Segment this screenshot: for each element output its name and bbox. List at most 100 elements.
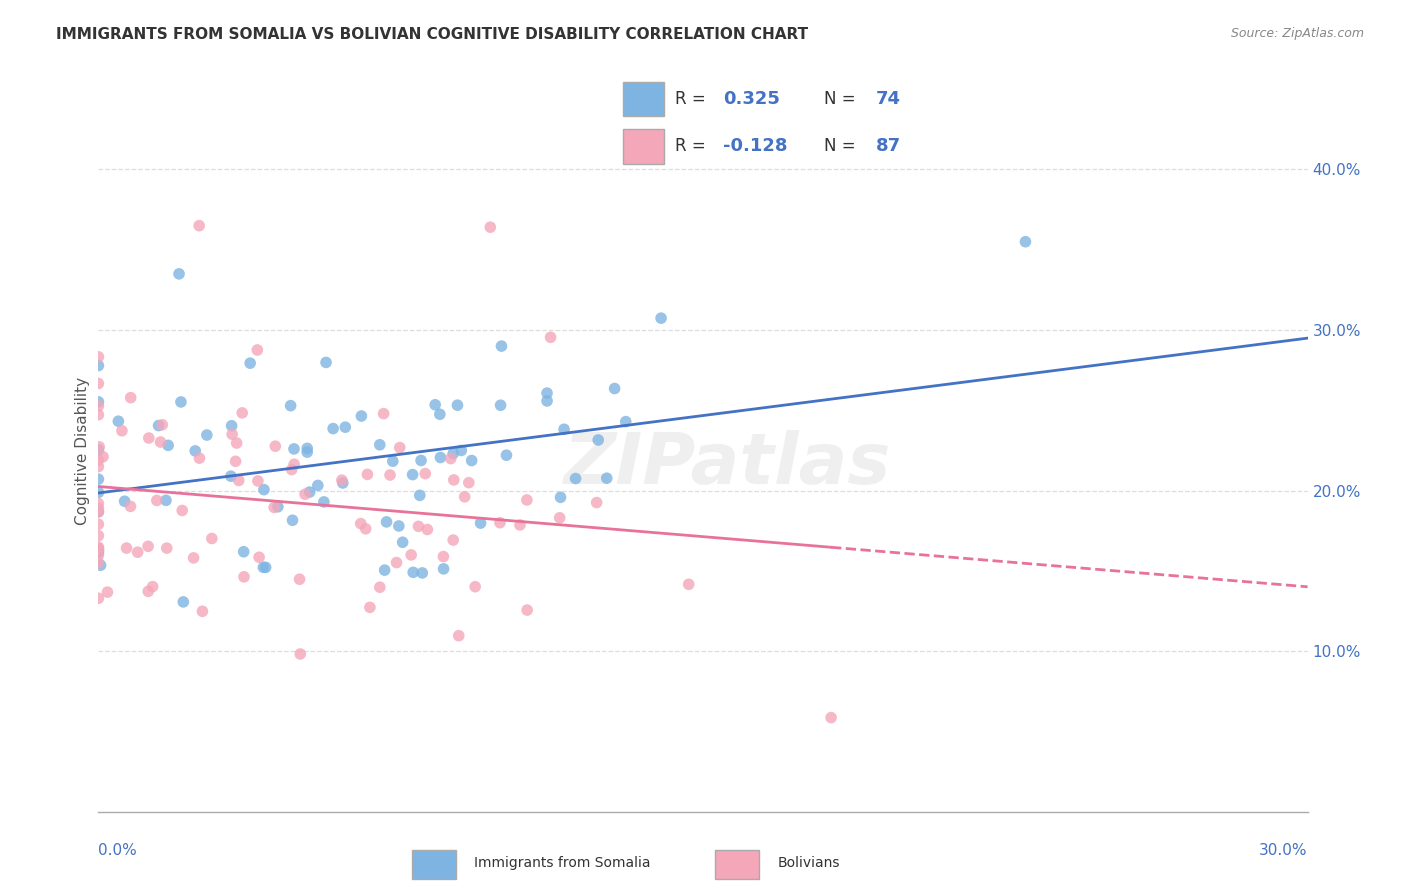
Point — [536, 393, 558, 408]
Point — [432, 562, 454, 576]
Point — [388, 441, 411, 455]
Point — [87, 505, 110, 519]
Text: 30.0%: 30.0% — [1260, 843, 1308, 858]
Point — [87, 485, 110, 500]
Point — [188, 451, 211, 466]
Point — [374, 563, 396, 577]
Point — [247, 550, 270, 565]
Point — [297, 442, 319, 456]
Point — [322, 421, 344, 435]
Point — [87, 350, 110, 364]
Point — [87, 529, 110, 543]
Point — [516, 603, 538, 617]
FancyBboxPatch shape — [623, 81, 664, 117]
Point — [281, 513, 304, 527]
Point — [441, 446, 464, 460]
Point — [297, 445, 319, 459]
Point — [453, 490, 475, 504]
Point — [283, 457, 305, 471]
Point — [148, 418, 170, 433]
Point — [288, 572, 311, 586]
Point — [184, 443, 207, 458]
Point — [155, 493, 177, 508]
Point — [820, 710, 842, 724]
Point — [96, 585, 118, 599]
Point — [232, 545, 254, 559]
Point — [411, 566, 433, 580]
Point — [246, 474, 269, 488]
Point — [267, 500, 290, 514]
Point — [294, 487, 316, 501]
Point — [596, 471, 619, 485]
Point — [146, 493, 169, 508]
Point — [315, 355, 337, 369]
Point — [188, 219, 211, 233]
Point — [516, 492, 538, 507]
FancyBboxPatch shape — [623, 128, 664, 163]
Point — [263, 500, 285, 515]
Point — [246, 343, 269, 357]
Point — [440, 451, 463, 466]
Point — [350, 409, 373, 423]
Text: IMMIGRANTS FROM SOMALIA VS BOLIVIAN COGNITIVE DISABILITY CORRELATION CHART: IMMIGRANTS FROM SOMALIA VS BOLIVIAN COGN… — [56, 27, 808, 42]
Point — [111, 424, 134, 438]
Point — [447, 629, 470, 643]
Point — [489, 398, 512, 412]
Point — [650, 311, 672, 326]
Point — [603, 382, 626, 396]
Point — [540, 330, 562, 344]
Point — [429, 450, 451, 465]
Point — [432, 549, 454, 564]
Point — [87, 442, 110, 457]
Point — [87, 501, 110, 516]
Point — [221, 418, 243, 433]
Point — [252, 560, 274, 574]
Point — [678, 577, 700, 591]
Point — [312, 495, 335, 509]
Text: Immigrants from Somalia: Immigrants from Somalia — [474, 856, 651, 870]
Point — [280, 399, 302, 413]
Point — [399, 548, 422, 562]
Point — [536, 386, 558, 401]
Point — [221, 427, 243, 442]
Point — [87, 549, 110, 563]
Point — [87, 504, 110, 518]
Point — [368, 438, 391, 452]
Point — [457, 475, 479, 490]
Point — [283, 442, 305, 456]
Point — [191, 604, 214, 618]
Point — [91, 450, 114, 464]
Text: N =: N = — [824, 137, 860, 155]
Point — [491, 339, 513, 353]
Point — [307, 478, 329, 492]
Point — [388, 519, 411, 533]
Text: -0.128: -0.128 — [723, 137, 787, 155]
Text: N =: N = — [824, 90, 860, 108]
Point — [356, 467, 378, 482]
Point — [120, 391, 142, 405]
Text: Bolivians: Bolivians — [778, 856, 839, 870]
Point — [553, 422, 575, 436]
Point — [87, 591, 110, 606]
Point — [441, 533, 464, 547]
Point — [233, 570, 256, 584]
Text: 87: 87 — [876, 137, 901, 155]
Text: 74: 74 — [876, 90, 901, 108]
Point — [489, 516, 512, 530]
Point — [201, 532, 224, 546]
Point — [87, 408, 110, 422]
Point — [413, 467, 436, 481]
Point — [402, 566, 425, 580]
Point — [167, 267, 190, 281]
Point — [564, 471, 586, 485]
Point — [254, 560, 277, 574]
Point — [354, 522, 377, 536]
Point — [225, 436, 247, 450]
Point — [87, 399, 110, 413]
Point — [409, 453, 432, 467]
Point — [87, 376, 110, 391]
Point — [446, 398, 468, 412]
Point — [614, 415, 637, 429]
Point — [375, 515, 398, 529]
Point — [479, 220, 502, 235]
